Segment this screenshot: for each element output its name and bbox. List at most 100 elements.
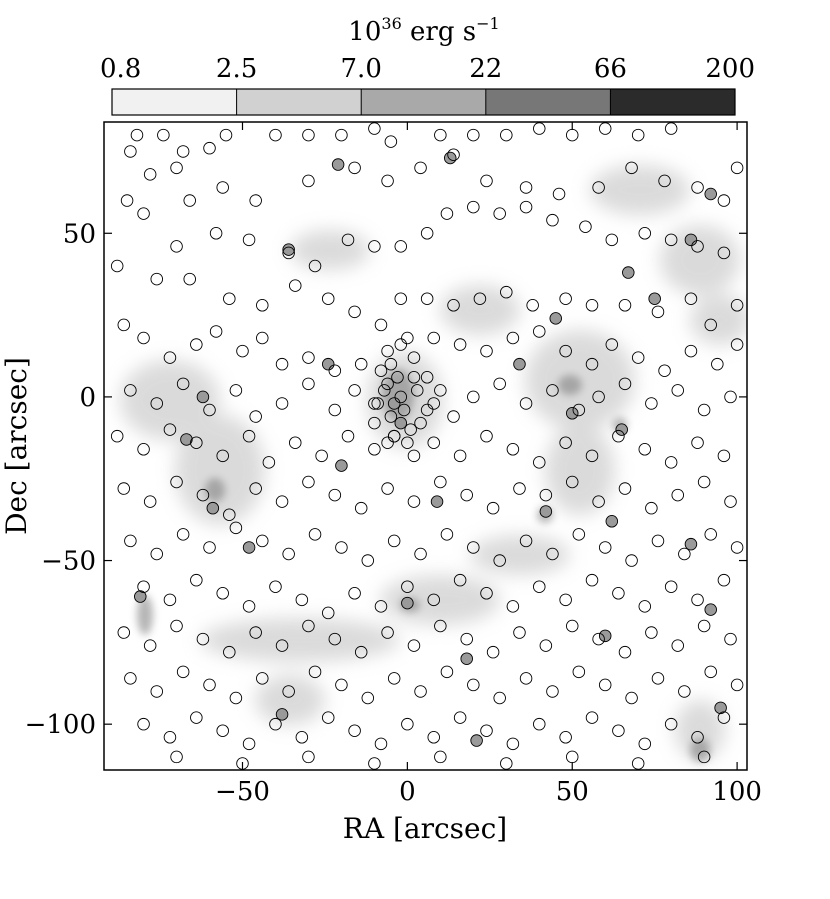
- source-marker: [486, 645, 500, 659]
- source-marker: [321, 711, 335, 724]
- source-marker: [289, 279, 302, 292]
- source-marker: [249, 410, 262, 423]
- source-marker: [730, 161, 744, 175]
- source-marker: [308, 528, 322, 541]
- filled-source-marker: [331, 158, 345, 171]
- source-marker: [467, 200, 480, 214]
- colorbar-tick-label: 2.5: [216, 54, 257, 84]
- source-marker: [381, 436, 394, 449]
- source-marker: [625, 554, 638, 567]
- source-marker: [434, 475, 447, 489]
- source-marker: [176, 665, 190, 679]
- source-marker: [282, 685, 295, 698]
- source-marker: [387, 672, 401, 685]
- source-marker: [559, 731, 572, 744]
- source-marker: [401, 717, 414, 731]
- filled-source-marker: [764, 767, 776, 779]
- source-marker: [256, 672, 269, 685]
- source-marker: [598, 678, 612, 692]
- source-marker: [321, 606, 335, 620]
- colorbar-tick-label: 66: [594, 54, 627, 84]
- source-marker: [203, 678, 216, 692]
- source-marker: [407, 639, 421, 652]
- source-marker: [546, 384, 559, 397]
- colorbar-bin: [236, 89, 362, 115]
- colorbar-tick-label: 7.0: [341, 54, 382, 84]
- source-marker: [394, 338, 408, 351]
- source-marker: [110, 429, 124, 443]
- source-marker: [374, 318, 388, 332]
- source-marker: [371, 397, 384, 410]
- filled-source-marker: [539, 505, 553, 518]
- source-marker: [407, 371, 421, 384]
- source-marker: [598, 541, 612, 554]
- source-marker: [256, 331, 269, 345]
- source-marker: [493, 691, 506, 705]
- source-marker: [684, 292, 698, 305]
- source-marker: [262, 456, 276, 469]
- source-marker: [374, 737, 388, 751]
- source-marker: [440, 528, 454, 541]
- source-marker: [315, 449, 328, 463]
- filled-source-marker: [704, 603, 717, 616]
- colorbar-tick-label: 22: [469, 54, 502, 84]
- source-marker: [467, 128, 480, 142]
- source-marker: [533, 325, 546, 338]
- source-marker: [645, 626, 658, 639]
- colorbar-bin: [112, 89, 237, 115]
- source-marker: [196, 488, 210, 502]
- source-marker: [730, 541, 744, 554]
- source-marker: [275, 357, 289, 371]
- source-marker: [585, 357, 599, 371]
- source-marker: [592, 632, 605, 646]
- source-marker: [282, 547, 295, 561]
- source-marker: [539, 488, 553, 502]
- source-marker: [384, 357, 398, 371]
- source-marker: [473, 292, 487, 305]
- source-marker: [618, 299, 632, 312]
- source-marker: [618, 482, 632, 495]
- colorbar-tick-label: 0.8: [100, 54, 141, 84]
- filled-source-marker: [714, 701, 727, 715]
- source-marker: [651, 534, 665, 548]
- source-marker: [546, 685, 559, 698]
- filled-source-marker: [565, 407, 579, 420]
- filled-source-marker: [282, 243, 295, 256]
- source-marker: [691, 436, 704, 449]
- source-marker: [533, 580, 546, 593]
- source-marker: [321, 292, 335, 305]
- source-marker: [348, 161, 361, 175]
- source-marker: [216, 181, 229, 194]
- source-marker: [625, 691, 638, 705]
- filled-source-marker: [615, 423, 628, 436]
- y-tick-label: −100: [25, 710, 96, 740]
- source-marker: [190, 573, 203, 587]
- source-marker: [163, 731, 177, 744]
- source-marker: [256, 299, 269, 312]
- source-marker: [150, 272, 164, 286]
- source-marker: [684, 344, 698, 358]
- source-marker: [434, 128, 447, 142]
- source-marker: [163, 593, 177, 607]
- filled-source-marker: [196, 390, 210, 404]
- source-marker: [427, 593, 440, 607]
- source-marker: [302, 475, 315, 489]
- source-marker: [638, 443, 652, 456]
- source-marker: [374, 364, 388, 377]
- source-marker: [117, 626, 131, 639]
- source-marker: [137, 580, 150, 593]
- source-marker: [704, 528, 717, 541]
- source-marker: [572, 403, 586, 417]
- source-marker: [658, 364, 671, 377]
- source-marker: [249, 482, 262, 495]
- source-marker: [493, 207, 506, 220]
- source-marker: [269, 717, 282, 731]
- y-tick-label: 0: [79, 383, 96, 413]
- source-marker: [348, 587, 361, 600]
- source-marker: [691, 181, 704, 194]
- source-marker: [526, 299, 539, 312]
- source-marker: [203, 141, 216, 155]
- source-marker: [519, 534, 533, 548]
- source-marker: [242, 600, 256, 613]
